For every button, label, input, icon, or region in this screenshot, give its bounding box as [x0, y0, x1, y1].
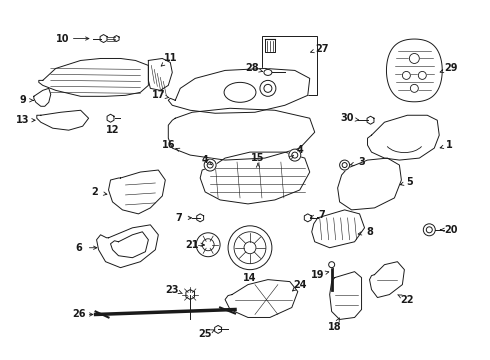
Text: 28: 28: [245, 63, 259, 73]
Polygon shape: [37, 110, 89, 130]
Text: 6: 6: [75, 243, 82, 253]
Circle shape: [418, 71, 426, 80]
Circle shape: [410, 84, 418, 92]
Text: 11: 11: [164, 54, 177, 63]
Text: 3: 3: [358, 157, 365, 167]
Text: 30: 30: [341, 113, 354, 123]
Text: 22: 22: [401, 294, 414, 305]
Text: 5: 5: [406, 177, 413, 187]
Text: 19: 19: [311, 270, 324, 280]
Text: 2: 2: [91, 187, 98, 197]
Circle shape: [289, 149, 301, 161]
Circle shape: [402, 71, 410, 80]
Polygon shape: [369, 262, 404, 298]
Circle shape: [196, 233, 220, 257]
Polygon shape: [304, 214, 311, 222]
Text: 12: 12: [106, 125, 119, 135]
Text: 4: 4: [296, 145, 303, 155]
Polygon shape: [107, 114, 114, 122]
Circle shape: [260, 80, 276, 96]
Circle shape: [202, 239, 214, 251]
Polygon shape: [168, 68, 310, 113]
Polygon shape: [148, 58, 172, 90]
Text: 18: 18: [328, 323, 342, 332]
Text: 26: 26: [72, 310, 85, 319]
Polygon shape: [100, 35, 107, 42]
Ellipse shape: [264, 69, 272, 75]
Circle shape: [423, 224, 435, 236]
Text: 7: 7: [175, 213, 182, 223]
Text: 24: 24: [293, 280, 307, 289]
Circle shape: [340, 160, 349, 170]
Circle shape: [409, 54, 419, 63]
Polygon shape: [111, 232, 148, 258]
Text: 23: 23: [166, 284, 179, 294]
Polygon shape: [312, 210, 365, 248]
Text: 10: 10: [56, 33, 70, 44]
Text: 17: 17: [151, 90, 165, 100]
Text: 29: 29: [444, 63, 458, 73]
Text: 9: 9: [20, 95, 26, 105]
Polygon shape: [338, 158, 401, 210]
Polygon shape: [186, 289, 195, 300]
Bar: [262, 36, 317, 95]
Text: 1: 1: [446, 140, 453, 150]
Circle shape: [204, 159, 216, 171]
Polygon shape: [215, 325, 221, 333]
Text: 27: 27: [315, 44, 328, 54]
Text: 20: 20: [444, 225, 458, 235]
Text: 8: 8: [366, 227, 373, 237]
Polygon shape: [368, 115, 439, 160]
Polygon shape: [225, 280, 298, 318]
Polygon shape: [108, 170, 165, 214]
Polygon shape: [196, 214, 204, 222]
Circle shape: [234, 232, 266, 264]
Polygon shape: [39, 58, 148, 96]
Text: 14: 14: [243, 273, 257, 283]
Text: 15: 15: [251, 153, 265, 163]
Polygon shape: [34, 88, 51, 106]
Ellipse shape: [224, 82, 256, 102]
Polygon shape: [200, 152, 310, 204]
Polygon shape: [265, 39, 275, 53]
Polygon shape: [168, 108, 315, 160]
Polygon shape: [367, 116, 374, 124]
Circle shape: [228, 226, 272, 270]
Text: 7: 7: [318, 210, 325, 220]
Polygon shape: [114, 36, 119, 41]
Text: 21: 21: [185, 240, 199, 250]
Polygon shape: [97, 225, 158, 268]
Text: 13: 13: [16, 115, 29, 125]
Circle shape: [329, 262, 335, 268]
Text: 4: 4: [202, 155, 209, 165]
Polygon shape: [387, 39, 442, 102]
Polygon shape: [330, 272, 362, 319]
Circle shape: [244, 242, 256, 254]
Text: 16: 16: [162, 140, 175, 150]
Text: 25: 25: [198, 329, 212, 339]
